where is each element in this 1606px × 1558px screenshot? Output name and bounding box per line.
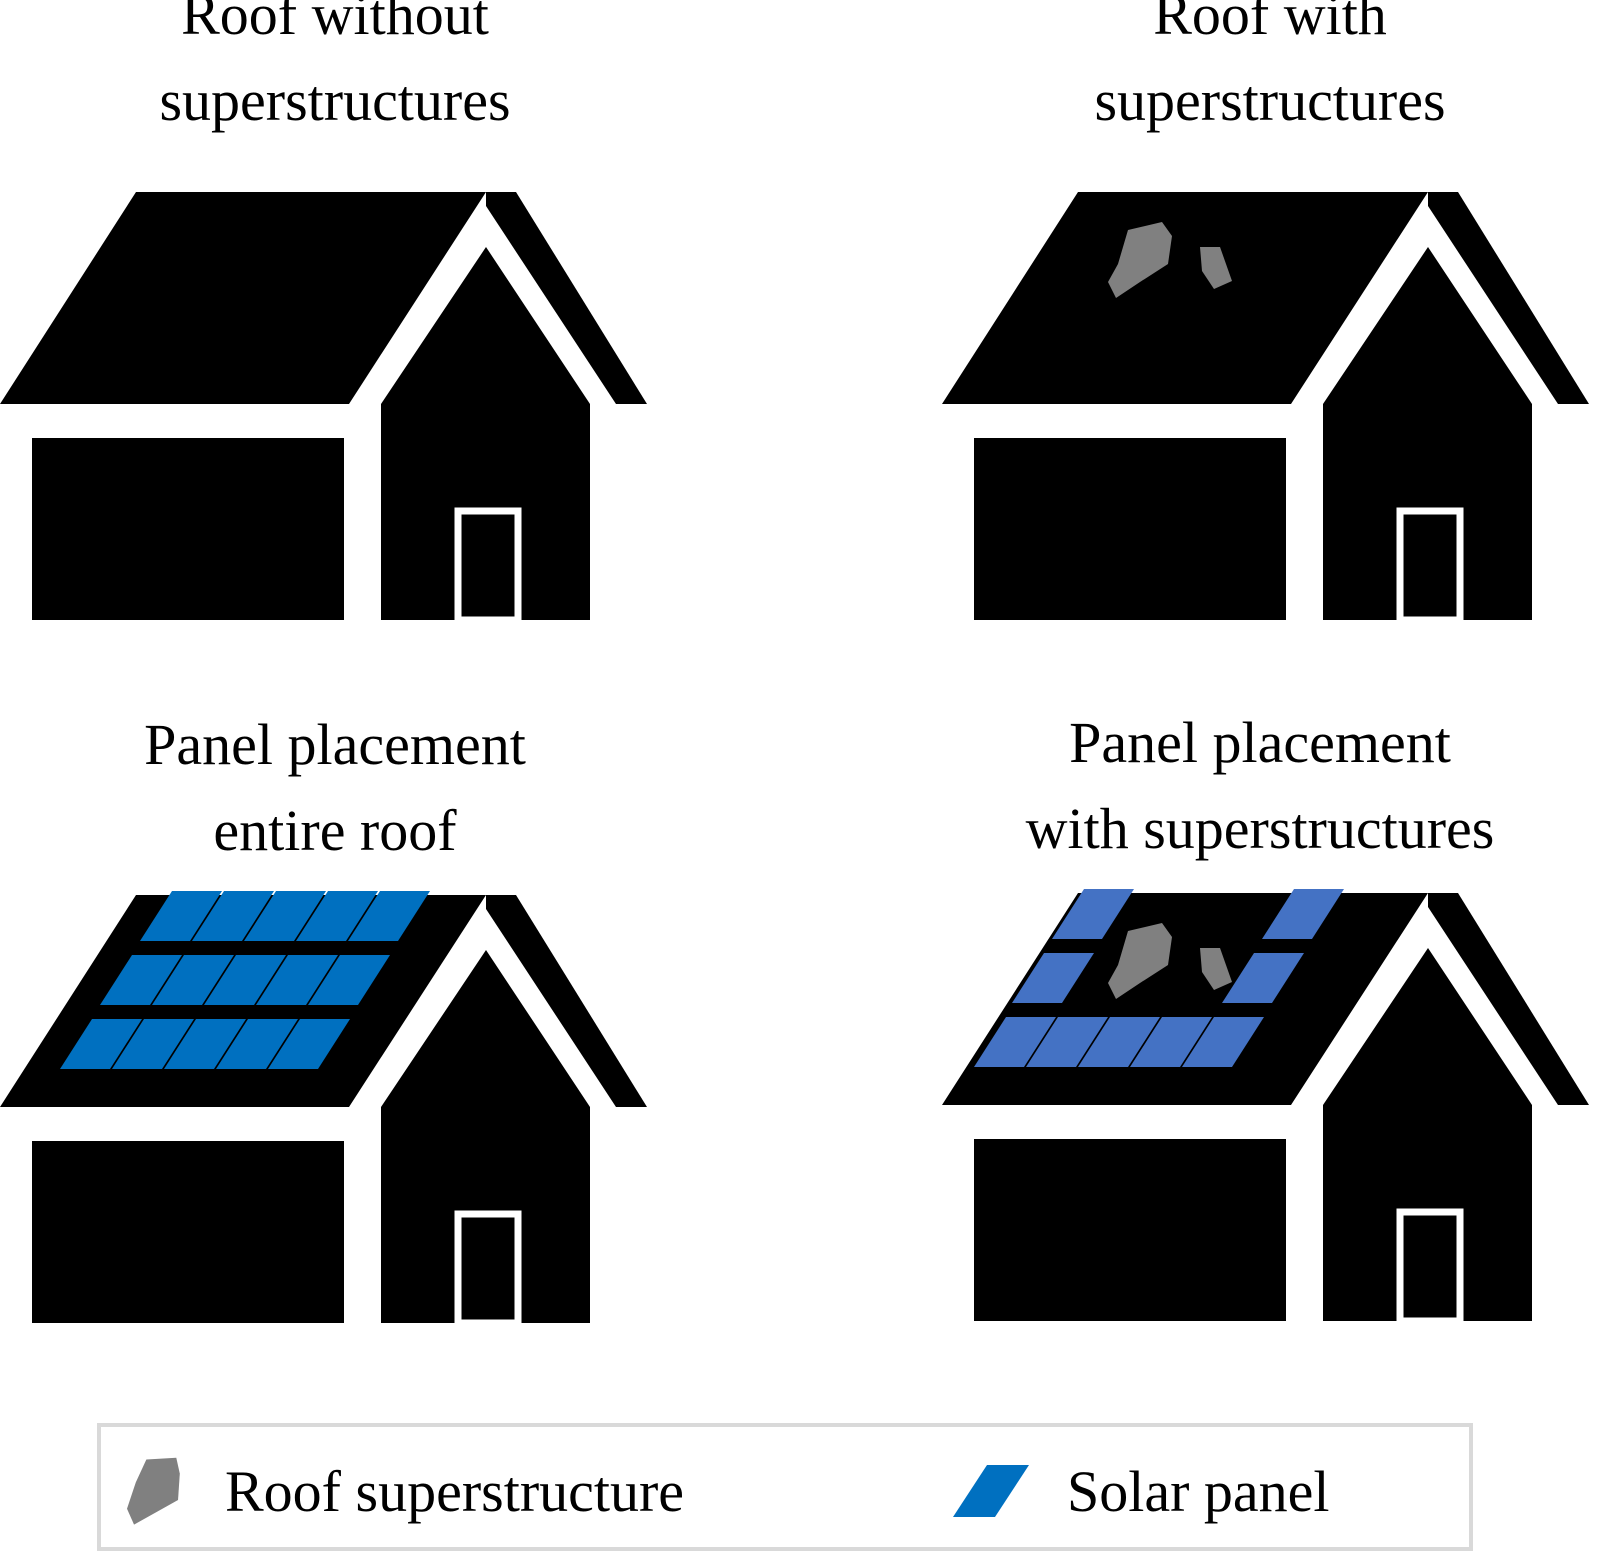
gable-facade (381, 950, 590, 1323)
title-line: superstructures (159, 68, 511, 133)
title-line: entire roof (213, 798, 457, 863)
legend-label-superstructure: Roof superstructure (225, 1458, 685, 1524)
legend-item-solar-panel: Solar panel (953, 1427, 1330, 1555)
roof-superstructure (1200, 247, 1232, 289)
house-icon-roof-with-superstructures (942, 192, 1589, 624)
solar-panel (244, 891, 326, 941)
solar-panel (348, 891, 430, 941)
garage-block (974, 1139, 1286, 1321)
solar-panel (1078, 1017, 1160, 1067)
door (454, 1210, 522, 1327)
house-icon-panels-with-superstructures (942, 889, 1589, 1325)
gable-facade (1323, 948, 1532, 1321)
gable-roof-edge (486, 895, 647, 1107)
solar-panel (974, 1017, 1056, 1067)
solar-panel (296, 891, 378, 941)
title-line: with superstructures (1025, 796, 1495, 861)
solar-panel (164, 1019, 246, 1069)
solar-panel (216, 1019, 298, 1069)
solar-panel (268, 1019, 350, 1069)
solar-panel (1182, 1017, 1264, 1067)
garage-block (32, 438, 344, 620)
roof-superstructure (1108, 923, 1172, 999)
door (454, 507, 522, 624)
solar-panel (112, 1019, 194, 1069)
solar-panel (140, 891, 222, 941)
solar-panel (100, 955, 182, 1005)
roof-slab (0, 192, 486, 404)
door (1396, 507, 1464, 624)
panel-title-roof-with-superstructures: Roof with superstructures (950, 0, 1590, 144)
roof-superstructure (1200, 948, 1232, 990)
solar-panel (60, 1019, 142, 1069)
solar-panel (1222, 953, 1304, 1003)
panel-title-panel-placement-with-superstructures: Panel placement with superstructures (930, 700, 1590, 872)
gable-roof-edge (1428, 893, 1589, 1105)
solar-panel (204, 955, 286, 1005)
solar-panel (152, 955, 234, 1005)
house-icon-panels-entire-roof (0, 891, 647, 1327)
legend-label-solar-panel: Solar panel (1067, 1458, 1330, 1524)
legend-item-superstructure: Roof superstructure (127, 1427, 684, 1555)
gable-roof-edge (486, 192, 647, 404)
roof-superstructure (1108, 222, 1172, 298)
gable-roof-edge (1428, 192, 1589, 404)
garage-block (32, 1141, 344, 1323)
title-line: Panel placement (1069, 710, 1451, 775)
solar-panel (256, 955, 338, 1005)
title-line: Roof without (181, 0, 489, 47)
door (1396, 1208, 1464, 1325)
solar-panel (308, 955, 390, 1005)
panel-title-roof-without-superstructures: Roof without superstructures (20, 0, 650, 144)
solar-panel (1052, 889, 1134, 939)
roof-superstructure-icon (127, 1457, 180, 1525)
garage-block (974, 438, 1286, 620)
panel-title-panel-placement-entire-roof: Panel placement entire roof (20, 702, 650, 874)
gable-facade (1323, 247, 1532, 620)
solar-panel-icon (953, 1465, 1029, 1517)
title-line: superstructures (1094, 68, 1446, 133)
house-icon-plain-roof (0, 192, 647, 624)
roof-slab (942, 192, 1428, 404)
solar-panel (1262, 889, 1344, 939)
solar-panel (192, 891, 274, 941)
solar-panel (1130, 1017, 1212, 1067)
solar-panel (1026, 1017, 1108, 1067)
solar-panel (1012, 953, 1094, 1003)
title-line: Roof with (1153, 0, 1387, 47)
gable-facade (381, 247, 590, 620)
title-line: Panel placement (144, 712, 526, 777)
legend: Roof superstructure Solar panel (97, 1423, 1473, 1551)
